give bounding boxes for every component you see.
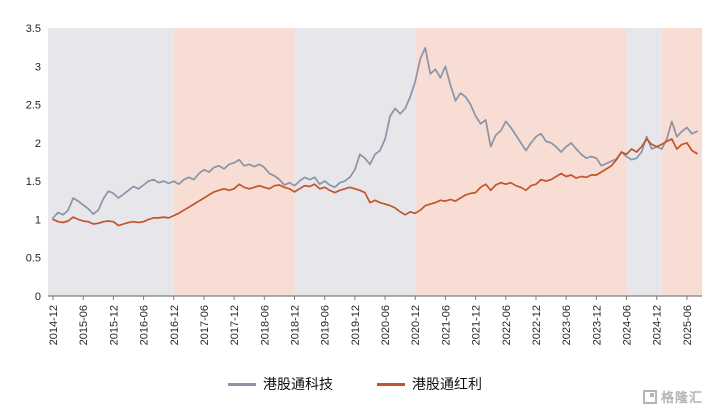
y-tick-label: 3.5 [26,23,41,35]
x-tick-label: 2017-06 [199,305,211,345]
chart-legend: 港股通科技 港股通红利 [0,374,710,394]
legend-item-tech: 港股通科技 [228,374,333,394]
dividend-line-swatch [377,382,405,386]
x-tick-label: 2016-06 [139,305,151,345]
background-band-gray [48,28,174,296]
tech-line-swatch [228,382,256,386]
background-band-gray [626,28,662,296]
x-tick-label: 2018-06 [259,305,271,345]
legend-label-dividend: 港股通红利 [412,376,482,392]
legend-item-dividend: 港股通红利 [377,374,482,394]
y-tick-label: 0.5 [26,253,41,265]
series-line-dividend [52,138,698,227]
x-tick-label: 2015-12 [108,305,120,345]
x-tick-label: 2019-06 [320,305,332,345]
x-tick-label: 2025-06 [682,305,694,345]
x-tick-label: 2021-12 [471,305,483,345]
y-tick-label: 0 [35,291,41,303]
x-tick-label: 2023-12 [591,305,603,345]
x-tick-label: 2017-12 [229,305,241,345]
y-tick-label: 1.5 [26,176,41,188]
background-band-gray [294,28,416,296]
x-tick-label: 2023-06 [561,305,573,345]
x-tick-label: 2019-12 [350,305,362,345]
x-tick-label: 2022-12 [531,305,543,345]
background-band-pink [415,28,627,296]
x-tick-label: 2021-06 [440,305,452,345]
x-tick-label: 2022-06 [501,305,513,345]
x-tick-label: 2015-06 [78,305,90,345]
y-tick-label: 1 [35,214,41,226]
x-tick-label: 2020-12 [410,305,422,345]
x-tick-label: 2024-12 [652,305,664,345]
x-tick-label: 2014-12 [48,305,60,345]
legend-label-tech: 港股通科技 [263,376,333,392]
gelonghui-logo-icon [642,389,657,404]
x-tick-label: 2016-12 [169,305,181,345]
y-tick-label: 2 [35,138,41,150]
x-tick-label: 2020-06 [380,305,392,345]
gelonghui-watermark: 格隆汇 [642,387,703,406]
background-band-pink [661,28,702,296]
x-tick-label: 2024-06 [622,305,634,345]
y-tick-label: 2.5 [26,100,41,112]
x-tick-label: 2018-12 [290,305,302,345]
series-line-tech [52,47,698,219]
gelonghui-logo-text: 格隆汇 [660,390,703,405]
y-tick-label: 3 [35,61,41,73]
